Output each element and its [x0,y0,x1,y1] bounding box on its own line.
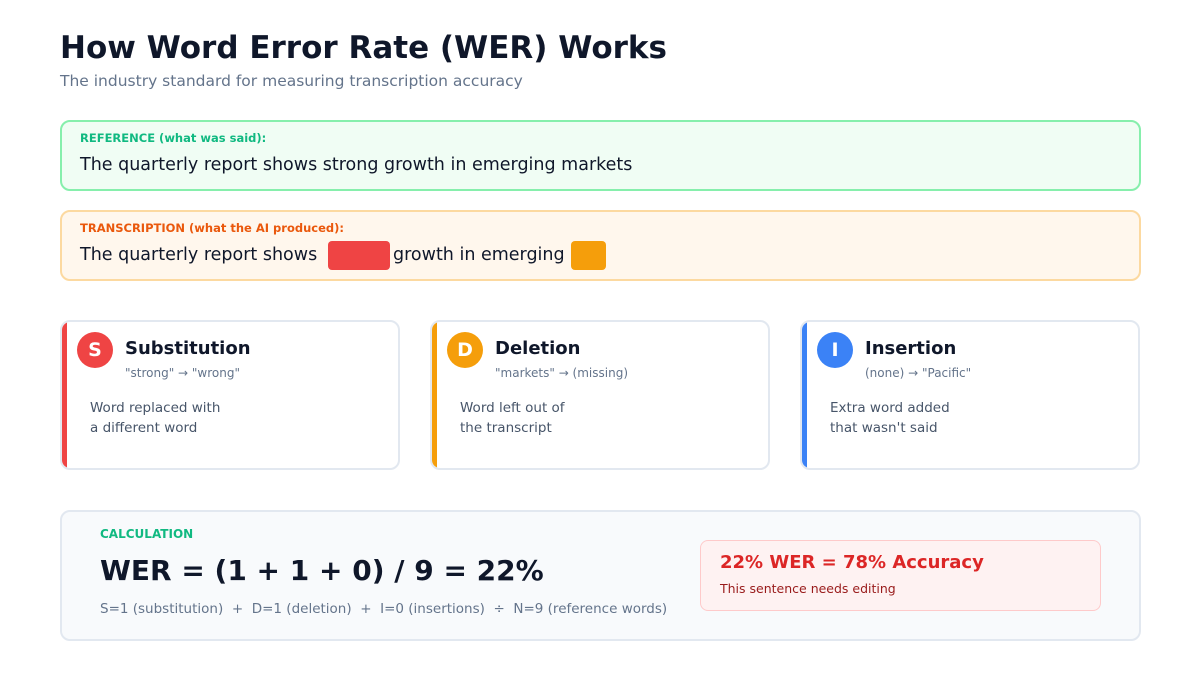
card-accent [62,322,67,468]
card-title: Insertion [865,338,957,359]
transcription-text: The quarterly report shows [80,245,318,265]
card-example: "markets" → (missing) [495,366,629,380]
reference-label: REFERENCE (what was said): [80,131,267,145]
transcription-text: growth in emerging [393,245,565,265]
title: How Word Error Rate (WER) Works [60,30,667,66]
card-example: "strong" → "wrong" [125,366,241,380]
card-description: that wasn't said [830,420,938,436]
transcription-label: TRANSCRIPTION (what the AI produced): [80,221,344,235]
substitution-marker [328,241,390,270]
card-letter: D [447,332,483,368]
card: D Deletion "markets" → (missing) Word le… [430,320,770,470]
reference-box: REFERENCE (what was said): The quarterly… [60,120,1141,191]
result-box: 22% WER = 78% Accuracy This sentence nee… [700,540,1101,611]
card-description: Word replaced with [90,400,221,416]
reference-text: The quarterly report shows strong growth… [80,155,633,175]
card-description: a different word [90,420,198,436]
calculation-label: CALCULATION [100,527,194,541]
result-title: 22% WER = 78% Accuracy [720,552,984,573]
deletion-marker [571,241,606,270]
card-title: Deletion [495,338,581,359]
card-example: (none) → "Pacific" [865,366,972,380]
result-note: This sentence needs editing [720,581,896,596]
formula: WER = (1 + 1 + 0) / 9 = 22% [100,554,544,587]
subtitle: The industry standard for measuring tran… [60,72,523,90]
card-title: Substitution [125,338,251,359]
card-letter: S [77,332,113,368]
card-description: Word left out of [460,400,565,416]
card-accent [432,322,437,468]
card: S Substitution "strong" → "wrong" Word r… [60,320,400,470]
transcription-box: TRANSCRIPTION (what the AI produced): Th… [60,210,1141,281]
card: I Insertion (none) → "Pacific" Extra wor… [800,320,1140,470]
breakdown: S=1 (substitution) + D=1 (deletion) + I=… [100,601,668,617]
card-accent [802,322,807,468]
card-letter: I [817,332,853,368]
card-description: Extra word added [830,400,950,416]
card-description: the transcript [460,420,552,436]
calculation-box: CALCULATION WER = (1 + 1 + 0) / 9 = 22% … [60,510,1141,641]
